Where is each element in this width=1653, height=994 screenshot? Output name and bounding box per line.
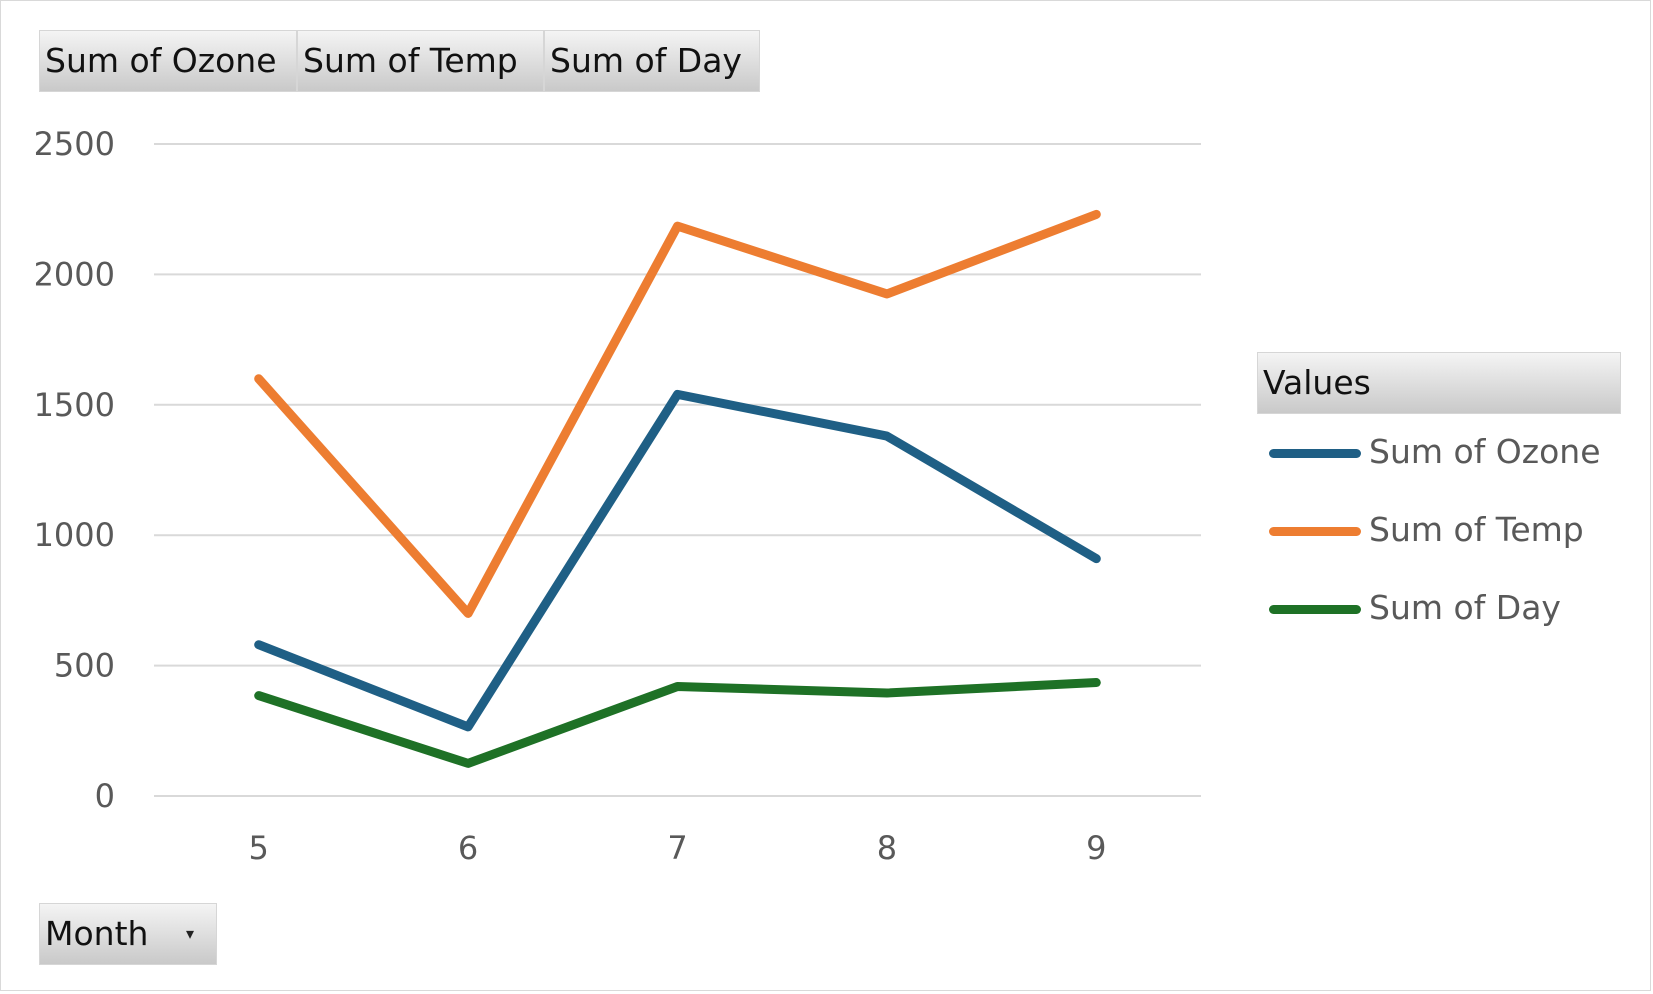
legend-swatch-sum-of-day [1269,605,1361,614]
legend-label-sum-of-day: Sum of Day [1369,588,1561,627]
axis-field-label: Month [45,914,149,953]
value-field-button-sum-of-temp[interactable]: Sum of Temp [297,30,544,92]
legend-swatch-sum-of-temp [1269,527,1361,536]
legend-label-sum-of-ozone: Sum of Ozone [1369,432,1601,471]
legend-title[interactable]: Values [1257,352,1621,414]
x-tick-label: 6 [458,829,478,867]
y-tick-label: 1500 [34,386,115,424]
y-tick-label: 1000 [34,516,115,554]
legend-swatch-sum-of-ozone [1269,449,1361,458]
x-tick-label: 9 [1086,829,1106,867]
y-tick-label: 2000 [34,255,115,293]
series-line-sum-of-ozone[interactable] [254,389,1101,732]
y-tick-label: 2500 [34,125,115,163]
dropdown-arrow-icon: ▾ [185,924,194,943]
series-line-sum-of-temp[interactable] [254,209,1101,618]
series-line-sum-of-day[interactable] [254,678,1101,768]
x-tick-label: 8 [877,829,897,867]
x-tick-label: 5 [249,829,269,867]
x-tick-label: 7 [667,829,687,867]
y-tick-label: 500 [54,647,115,685]
y-tick-label: 0 [95,777,115,815]
value-field-button-sum-of-ozone[interactable]: Sum of Ozone [39,30,297,92]
value-field-button-sum-of-day[interactable]: Sum of Day [544,30,760,92]
axis-field-button-month[interactable]: Month ▾ [39,903,217,965]
legend-label-sum-of-temp: Sum of Temp [1369,510,1584,549]
